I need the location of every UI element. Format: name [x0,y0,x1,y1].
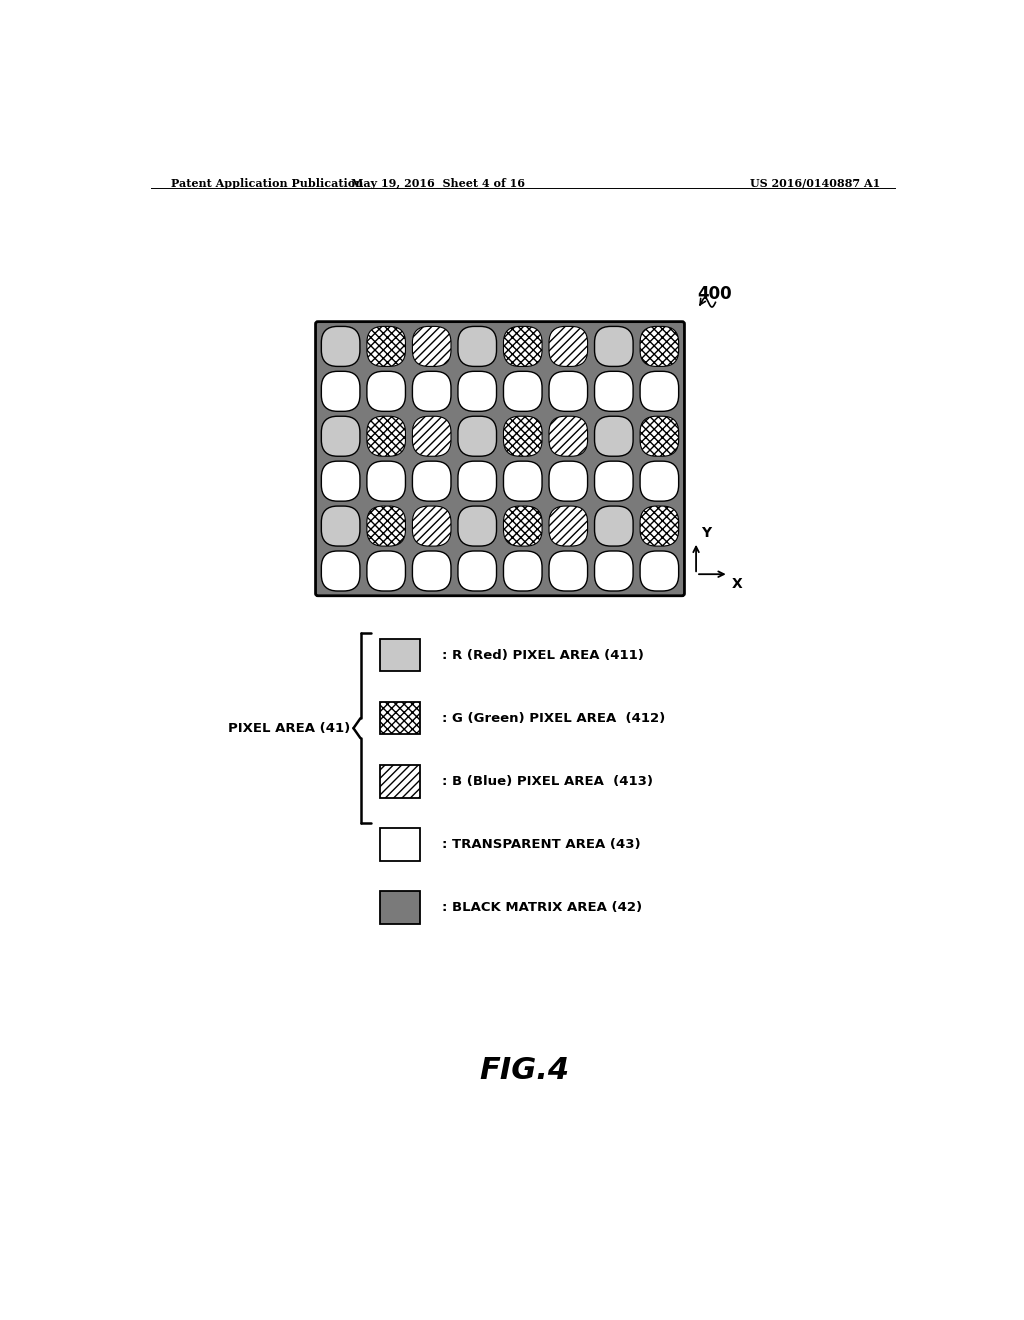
FancyBboxPatch shape [322,416,359,457]
FancyBboxPatch shape [504,416,542,457]
FancyBboxPatch shape [595,416,633,457]
FancyBboxPatch shape [504,550,542,591]
FancyBboxPatch shape [504,371,542,412]
FancyBboxPatch shape [367,506,406,546]
FancyBboxPatch shape [380,702,420,734]
FancyBboxPatch shape [549,461,588,502]
Text: Patent Application Publication: Patent Application Publication [171,178,362,189]
FancyBboxPatch shape [595,371,633,412]
FancyBboxPatch shape [367,416,406,457]
FancyBboxPatch shape [549,326,588,367]
FancyBboxPatch shape [322,550,359,591]
FancyBboxPatch shape [640,416,679,457]
FancyBboxPatch shape [549,416,588,457]
Text: : R (Red) PIXEL AREA (411): : R (Red) PIXEL AREA (411) [442,648,644,661]
FancyBboxPatch shape [640,550,679,591]
FancyBboxPatch shape [640,461,679,502]
Text: 400: 400 [697,285,732,304]
Text: FIG.4: FIG.4 [479,1056,570,1085]
FancyBboxPatch shape [315,322,684,595]
FancyBboxPatch shape [380,891,420,924]
FancyBboxPatch shape [380,829,420,861]
FancyBboxPatch shape [595,506,633,546]
Text: May 19, 2016  Sheet 4 of 16: May 19, 2016 Sheet 4 of 16 [351,178,525,189]
FancyBboxPatch shape [413,506,451,546]
FancyBboxPatch shape [322,371,359,412]
FancyBboxPatch shape [458,371,497,412]
FancyBboxPatch shape [458,326,497,367]
FancyBboxPatch shape [413,416,451,457]
FancyBboxPatch shape [367,371,406,412]
Text: X: X [732,577,742,591]
FancyBboxPatch shape [458,550,497,591]
FancyBboxPatch shape [640,326,679,367]
FancyBboxPatch shape [413,550,451,591]
Text: : B (Blue) PIXEL AREA  (413): : B (Blue) PIXEL AREA (413) [442,775,653,788]
FancyBboxPatch shape [595,461,633,502]
FancyBboxPatch shape [367,326,406,367]
FancyBboxPatch shape [458,506,497,546]
FancyBboxPatch shape [640,506,679,546]
FancyBboxPatch shape [413,371,451,412]
FancyBboxPatch shape [458,416,497,457]
FancyBboxPatch shape [549,550,588,591]
Text: US 2016/0140887 A1: US 2016/0140887 A1 [750,178,880,189]
FancyBboxPatch shape [413,461,451,502]
Text: PIXEL AREA (41): PIXEL AREA (41) [228,722,350,735]
FancyBboxPatch shape [504,326,542,367]
FancyBboxPatch shape [322,461,359,502]
FancyBboxPatch shape [380,766,420,797]
FancyBboxPatch shape [413,326,451,367]
FancyBboxPatch shape [322,506,359,546]
FancyBboxPatch shape [367,550,406,591]
FancyBboxPatch shape [322,326,359,367]
FancyBboxPatch shape [367,461,406,502]
Text: : G (Green) PIXEL AREA  (412): : G (Green) PIXEL AREA (412) [442,711,666,725]
Text: : TRANSPARENT AREA (43): : TRANSPARENT AREA (43) [442,838,640,851]
FancyBboxPatch shape [549,506,588,546]
FancyBboxPatch shape [504,461,542,502]
FancyBboxPatch shape [595,550,633,591]
FancyBboxPatch shape [640,371,679,412]
FancyBboxPatch shape [595,326,633,367]
FancyBboxPatch shape [549,371,588,412]
Text: Y: Y [701,527,712,540]
FancyBboxPatch shape [504,506,542,546]
Text: : BLACK MATRIX AREA (42): : BLACK MATRIX AREA (42) [442,902,642,915]
FancyBboxPatch shape [380,639,420,671]
FancyBboxPatch shape [458,461,497,502]
